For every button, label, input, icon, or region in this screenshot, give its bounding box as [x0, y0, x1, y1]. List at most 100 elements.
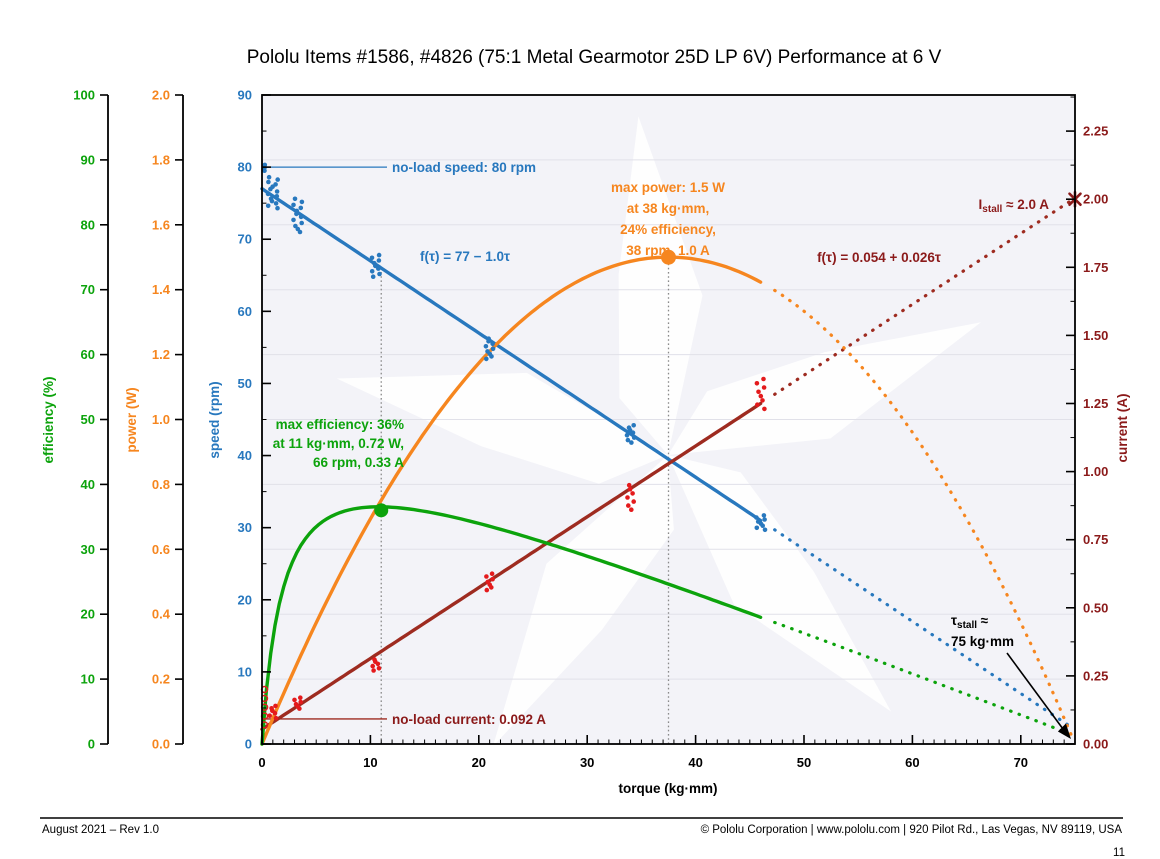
current-data-point	[298, 695, 303, 700]
current-data-point	[629, 507, 634, 512]
speed-data-point	[274, 189, 280, 194]
power-tick-label: 0.6	[152, 542, 170, 557]
current-fit-solid	[260, 401, 763, 731]
speed-data-point	[369, 255, 375, 261]
speed-tick-label: 30	[238, 520, 252, 535]
speed-data-point	[268, 196, 274, 201]
speed-tick-label: 0	[245, 737, 252, 752]
speed-tick-label: 90	[238, 88, 252, 103]
stall-torque-arrowhead-icon	[1057, 723, 1071, 739]
speed-data-point	[273, 201, 279, 206]
current-data-point	[484, 587, 490, 593]
current-data-point	[269, 706, 274, 711]
speed-data-point	[625, 437, 631, 443]
stall-torque-approx: ≈	[977, 613, 989, 628]
speed-data-point	[376, 258, 382, 263]
speed-data-point	[483, 344, 489, 349]
speed-data-point	[372, 260, 377, 266]
x-tick-label: 60	[905, 755, 919, 770]
stall-torque-symbol: τ	[951, 613, 957, 628]
power-tick-label: 1.8	[152, 152, 170, 167]
no-load-current-annotation: no-load current: 0.092 A	[392, 712, 546, 727]
current-data-point	[370, 663, 376, 669]
page-number: 11	[1113, 847, 1125, 859]
speed-data-point	[762, 527, 768, 533]
x-tick-label: 20	[472, 755, 486, 770]
efficiency-tick-label: 20	[81, 607, 95, 622]
speed-data-point	[370, 274, 376, 280]
efficiency-tick-label: 90	[81, 152, 95, 167]
speed-data-point	[626, 425, 632, 431]
stall-torque-arrow-line	[1006, 652, 1064, 730]
current-data-point	[626, 482, 632, 488]
current-data-point	[485, 579, 491, 585]
max-power-line-2: at 38 kg·mm,	[627, 201, 710, 216]
stall-current-symbol: I	[979, 197, 983, 212]
current-data-point	[760, 398, 765, 403]
current-data-point	[627, 487, 633, 492]
speed-data-point	[490, 346, 496, 352]
power-tick-label: 1.2	[152, 347, 170, 362]
current-data-point	[490, 576, 495, 582]
current-data-point	[761, 385, 767, 390]
efficiency-tick-label: 10	[81, 672, 95, 687]
current-data-point	[755, 402, 760, 408]
speed-data-point	[298, 205, 304, 211]
page-title: Pololu Items #1586, #4826 (75:1 Metal Ge…	[247, 47, 942, 68]
speed-data-point	[294, 208, 300, 214]
stall-current-annotation: Istall ≈ 2.0 A	[979, 197, 1050, 215]
speed-data-point	[486, 336, 492, 342]
efficiency-tick-label: 70	[81, 282, 95, 297]
x-tick-label: 10	[363, 755, 377, 770]
current-data-point	[754, 381, 760, 386]
current-data-point	[376, 666, 382, 671]
power-tick-label: 2.0	[152, 88, 170, 103]
speed-data-point	[754, 515, 759, 520]
speed-tick-label: 70	[238, 232, 252, 247]
no-load-speed-annotation: no-load speed: 80 rpm	[392, 160, 536, 175]
current-tick-label: 0.00	[1083, 737, 1108, 752]
current-data-point	[630, 491, 635, 496]
efficiency-tick-label: 0	[88, 737, 95, 752]
speed-data-point	[631, 423, 636, 428]
current-tick-label: 0.75	[1083, 532, 1108, 547]
current-tick-label: 0.25	[1083, 668, 1108, 683]
speed-data-point	[291, 217, 296, 223]
current-tick-label: 2.25	[1083, 124, 1108, 139]
current-tick-label: 0.50	[1083, 600, 1108, 615]
max-efficiency-line-3: 66 rpm, 0.33 A	[313, 455, 404, 470]
efficiency-tick-label: 50	[81, 412, 95, 427]
speed-data-point	[292, 196, 298, 202]
speed-data-point	[762, 517, 767, 522]
current-data-point	[371, 668, 376, 673]
current-data-point	[372, 657, 377, 662]
speed-data-point	[291, 202, 296, 208]
current-fit-equation: f(τ) = 0.054 + 0.026τ	[817, 250, 941, 265]
stall-current-subscript: stall	[982, 204, 1002, 215]
speed-data-point	[265, 191, 271, 197]
speed-data-point	[299, 220, 305, 226]
efficiency-tick-label: 80	[81, 217, 95, 232]
page-footer: August 2021 – Rev 1.0 © Pololu Corporati…	[40, 817, 1125, 859]
speed-data-point	[755, 519, 761, 524]
speed-data-point	[376, 252, 382, 258]
power-axis-label: power (W)	[124, 387, 139, 452]
current-data-point	[758, 393, 764, 399]
power-curve-dotted	[773, 288, 1076, 743]
current-data-point	[756, 389, 761, 395]
stall-torque-line-2: 75 kg·mm	[951, 634, 1014, 649]
speed-data-point	[298, 214, 304, 220]
speed-data-point	[761, 513, 767, 518]
current-tick-label: 2.00	[1083, 192, 1108, 207]
x-axis-label: torque (kg·mm)	[619, 781, 718, 796]
max-efficiency-annotation: max efficiency: 36% at 11 kg·mm, 0.72 W,…	[273, 417, 405, 470]
efficiency-axis-label: efficiency (%)	[41, 376, 56, 463]
speed-data-point	[631, 435, 637, 440]
current-data-point	[267, 713, 273, 718]
max-power-line-4: 38 rpm, 1.0 A	[626, 243, 710, 258]
current-fit-dotted	[773, 197, 1076, 396]
speed-data-point	[376, 266, 381, 271]
current-tick-label: 1.00	[1083, 464, 1108, 479]
current-data-point	[273, 715, 279, 721]
speed-data-point	[754, 525, 760, 531]
